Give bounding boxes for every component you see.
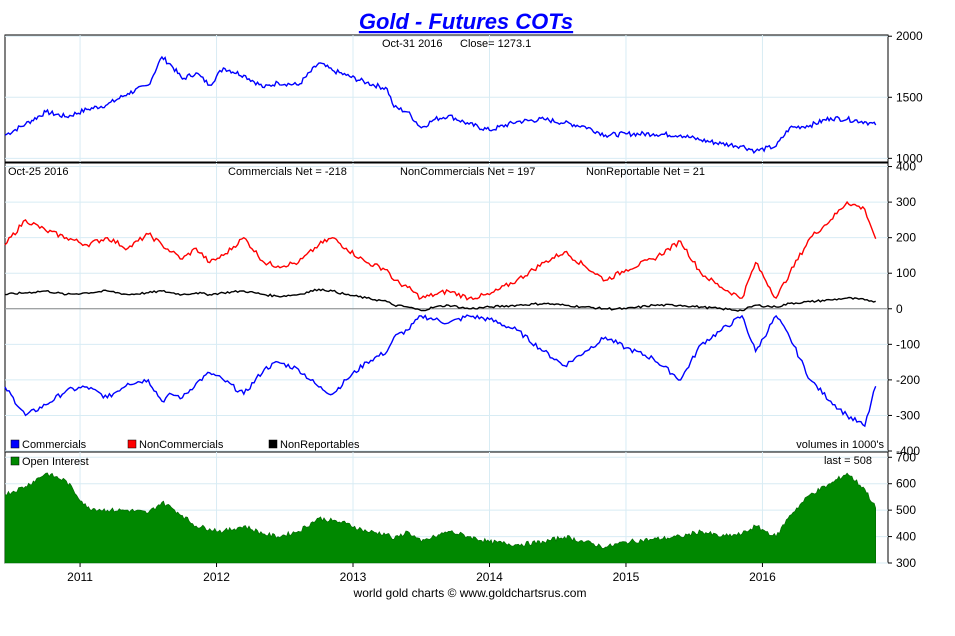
xtick-label-2013: 2013: [340, 570, 367, 584]
cot-ytick-label--100: -100: [896, 337, 920, 351]
cot-date-label: Oct-25 2016: [8, 166, 69, 178]
legend-label-commercials: Commercials: [22, 439, 87, 451]
price-close-label: Close= 1273.1: [460, 38, 531, 50]
price-panel: Oct-31 2016 Close= 1273.1 1000 1500 2000: [4, 29, 923, 165]
noncommercials-series-line: [4, 200, 877, 301]
cot-panel: Oct-25 2016 Commercials Net = -218 NonCo…: [4, 160, 920, 458]
legend-label-noncommercials: NonCommercials: [139, 439, 224, 451]
oi-ytick-label-700: 700: [896, 450, 916, 464]
open-interest-area: [4, 472, 876, 564]
chart-title: Gold - Futures COTs: [359, 9, 573, 34]
nonreportables-series-line: [5, 288, 876, 312]
cot-ytick-label--400: -400: [896, 444, 920, 458]
oi-ytick-label-600: 600: [896, 477, 916, 491]
legend-swatch-commercials: [10, 439, 20, 449]
nonreportable-net-label: NonReportable Net = 21: [586, 166, 705, 178]
xtick-label-2016: 2016: [749, 570, 776, 584]
xtick-label-2015: 2015: [613, 570, 640, 584]
cot-ytick-label-100: 100: [896, 266, 916, 280]
cot-panel-frame: [4, 162, 889, 452]
price-series-line: [4, 55, 877, 154]
commercials-net-label: Commercials Net = -218: [228, 166, 347, 178]
oi-last-label: last = 508: [824, 455, 872, 467]
cot-ytick-label--300: -300: [896, 408, 920, 422]
xtick-label-2011: 2011: [67, 570, 93, 584]
footer-credit: world gold charts © www.goldchartsrus.co…: [353, 586, 587, 600]
cot-ytick-label-0: 0: [896, 302, 903, 316]
oi-ytick-label-400: 400: [896, 530, 916, 544]
cot-ytick-label--200: -200: [896, 373, 920, 387]
noncommercials-net-label: NonCommercials Net = 197: [400, 166, 535, 178]
xtick-label-2014: 2014: [476, 570, 503, 584]
price-ytick-label-2000: 2000: [896, 29, 923, 43]
commercials-series-line: [4, 314, 877, 428]
xtick-label-2012: 2012: [203, 570, 230, 584]
legend-swatch-open-interest: [10, 456, 20, 466]
cot-ytick-label-300: 300: [896, 195, 916, 209]
legend-swatch-nonreportables: [268, 439, 278, 449]
oi-ytick-label-500: 500: [896, 503, 916, 517]
units-label: volumes in 1000's: [796, 439, 884, 451]
legend-swatch-noncommercials: [127, 439, 137, 449]
price-date-label: Oct-31 2016: [382, 38, 443, 50]
cot-ytick-label-200: 200: [896, 231, 916, 245]
price-ytick-label-1000: 1000: [896, 151, 923, 165]
price-panel-frame: [4, 34, 889, 163]
price-ytick-label-1500: 1500: [896, 90, 923, 104]
oi-ytick-label-300: 300: [896, 556, 916, 570]
legend-label-nonreportables: NonReportables: [280, 439, 360, 451]
cot-ytick-label-400: 400: [896, 160, 916, 174]
legend-label-open-interest: Open Interest: [22, 456, 89, 468]
open-interest-panel: Open Interest last = 508 700 600 500 400 300: [4, 450, 916, 570]
